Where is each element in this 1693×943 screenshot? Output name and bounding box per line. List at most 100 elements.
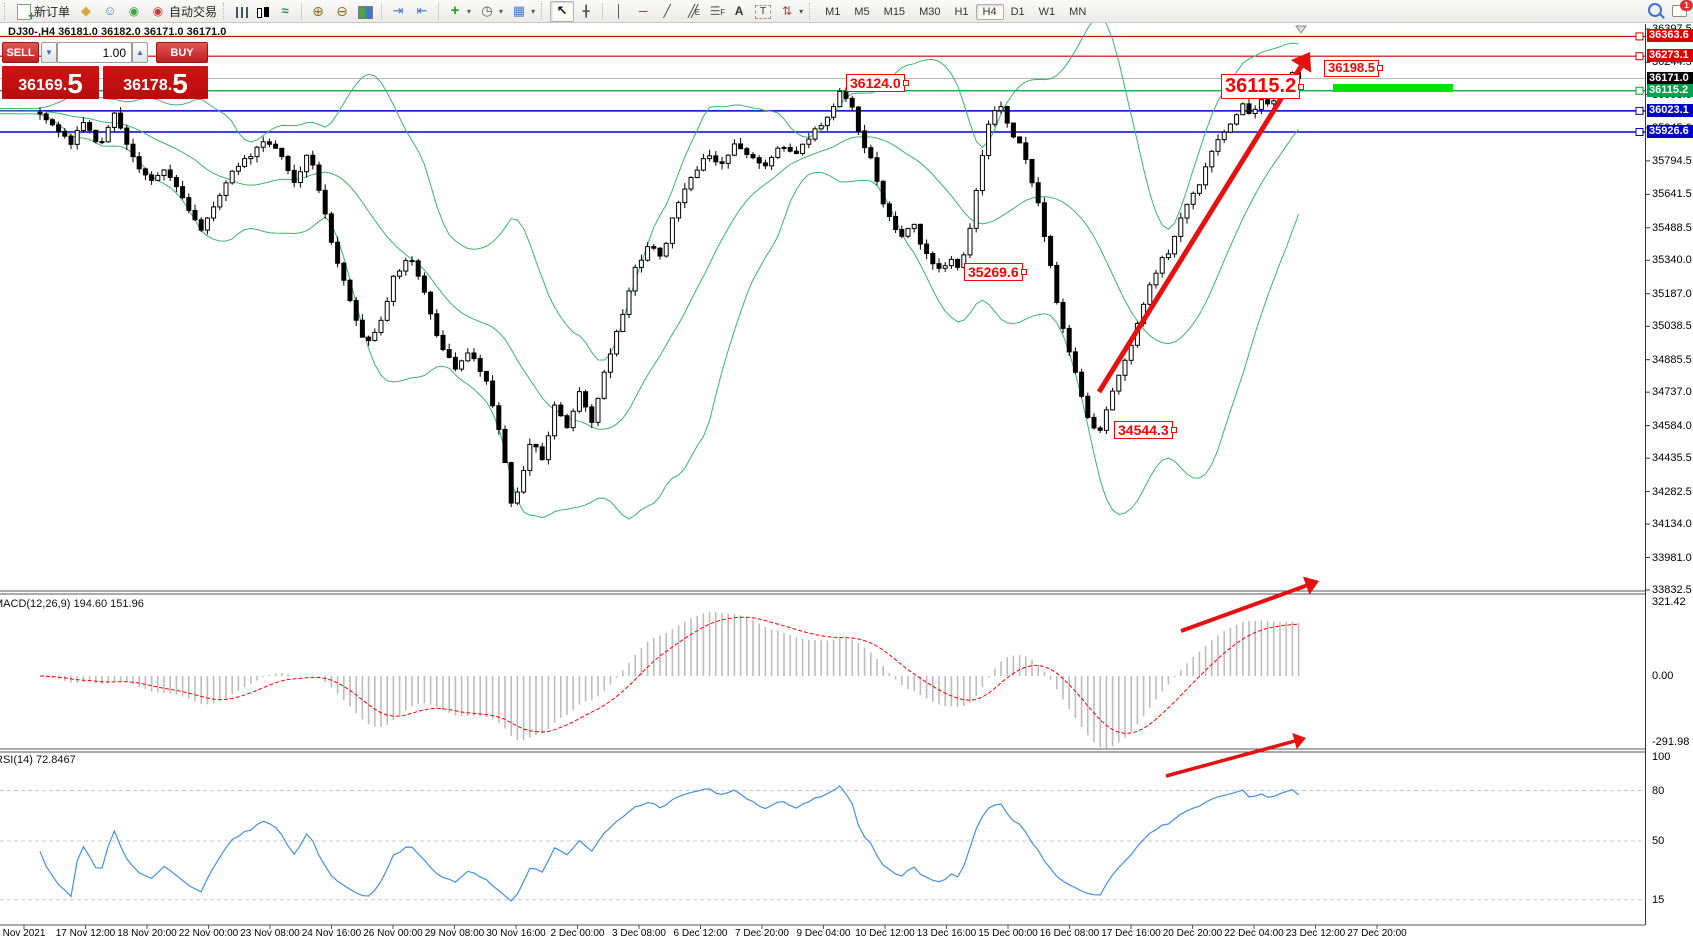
time-axis-label: 13 Dec 16:00 <box>916 928 977 939</box>
timeframe-m5-button[interactable]: M5 <box>854 6 870 18</box>
macd-scale-label: -291.98 <box>1652 736 1690 748</box>
bar-chart-icon <box>236 7 249 18</box>
time-axis-label: 3 Dec 08:00 <box>612 928 666 939</box>
timeframe-m1-button[interactable]: M1 <box>825 6 841 18</box>
line-chart-icon <box>277 3 293 19</box>
time-axis-label: 17 Dec 16:00 <box>1101 928 1161 939</box>
search-icon[interactable] <box>1648 3 1662 17</box>
timeframe-w1-button[interactable]: W1 <box>1038 6 1056 18</box>
new-order-button[interactable]: 新订单 <box>13 1 74 24</box>
timeframe-d1-button[interactable]: D1 <box>1010 6 1025 18</box>
chart-shift-button[interactable] <box>410 1 434 22</box>
timeframe-h4-button[interactable]: H4 <box>975 4 1004 20</box>
zoom-out-button[interactable] <box>330 1 354 22</box>
time-axis-label: 22 Nov 00:00 <box>178 928 239 939</box>
sell-price-big-digit: 5 <box>67 68 83 99</box>
fibonacci-tool-button[interactable] <box>703 1 727 22</box>
autotrading-icon <box>150 3 166 19</box>
price-tick-label: 34134.0 <box>1652 518 1692 531</box>
indicators-button[interactable]: ▾ <box>443 1 475 22</box>
vertical-line-tool-button[interactable] <box>607 1 631 22</box>
chevron-down-icon: ▾ <box>799 6 804 16</box>
price-tick-label: 34885.5 <box>1652 353 1692 366</box>
zoom-in-icon <box>310 3 326 19</box>
sell-price-box[interactable]: 36169. 5 <box>2 66 99 99</box>
zoom-in-button[interactable] <box>306 1 330 22</box>
equidistant-channel-tool-button[interactable] <box>679 1 703 22</box>
toolbar-grip <box>4 3 9 19</box>
price-tick-label: 35794.5 <box>1652 154 1692 167</box>
price-tick-label: 35187.0 <box>1652 287 1692 300</box>
tile-windows-button[interactable] <box>354 1 377 22</box>
timeframe-h1-button[interactable]: H1 <box>954 6 969 18</box>
buy-button[interactable]: BUY <box>156 42 208 63</box>
price-annotation-34544.3[interactable]: 34544.3 <box>1114 421 1177 440</box>
timeframe-m15-button[interactable]: M15 <box>883 6 906 18</box>
sell-button[interactable]: SELL <box>2 42 39 63</box>
horizontal-line-icon <box>635 3 651 19</box>
price-annotation-36124.0[interactable]: 36124.0 <box>846 74 909 93</box>
notification-badge: 1 <box>1680 0 1693 11</box>
toolbar-separator <box>301 2 303 20</box>
time-axis-label: 18 Nov 20:00 <box>117 928 177 939</box>
price-tag-36023.1: 36023.1 <box>1647 103 1693 117</box>
arrows-icon <box>779 3 795 19</box>
vertical-line-icon <box>611 3 627 19</box>
time-axis-label: 16 Dec 08:00 <box>1039 928 1100 939</box>
time-axis-label: 26 Nov 00:00 <box>363 928 423 939</box>
macd-indicator-label: MACD(12,26,9) 194.60 151.96 <box>0 598 144 610</box>
line-chart-button[interactable] <box>273 1 297 22</box>
chart-area[interactable] <box>0 24 1645 925</box>
auto-scroll-button[interactable] <box>386 1 410 22</box>
macd-scale-label: 321.42 <box>1652 596 1686 608</box>
buy-price-box[interactable]: 36178. 5 <box>103 66 208 99</box>
price-tag-36363.6: 36363.6 <box>1647 29 1693 43</box>
text-label-tool-button[interactable] <box>751 1 775 22</box>
time-axis-label: 23 Nov 08:00 <box>240 928 300 939</box>
chevron-down-icon: ▾ <box>499 6 504 16</box>
price-annotation-35269.6[interactable]: 35269.6 <box>964 263 1027 282</box>
volume-decrease-button[interactable]: ▼ <box>41 42 57 63</box>
clock-icon <box>479 3 495 19</box>
candlestick-chart-button[interactable] <box>252 1 273 22</box>
volume-input[interactable] <box>57 42 132 63</box>
expert-advisor-icon <box>102 3 118 19</box>
text-tool-button[interactable] <box>727 1 751 22</box>
trendline-tool-button[interactable] <box>655 1 679 22</box>
timeframe-m30-button[interactable]: M30 <box>919 6 941 18</box>
expert-advisors-button[interactable] <box>98 1 122 22</box>
price-tag-36273.1: 36273.1 <box>1647 49 1693 63</box>
arrows-tool-button[interactable]: ▾ <box>775 1 807 22</box>
time-axis-label: 29 Nov 08:00 <box>424 928 485 939</box>
volume-increase-button[interactable]: ▲ <box>132 42 148 63</box>
price-tick-label: 34584.0 <box>1652 419 1692 432</box>
stamp-icon <box>78 3 94 19</box>
timeframe-mn-button[interactable]: MN <box>1069 6 1087 18</box>
crosshair-tool-button[interactable] <box>574 1 598 22</box>
market-watch-button[interactable] <box>74 1 98 22</box>
bar-chart-button[interactable] <box>232 1 252 22</box>
one-click-trading-panel: SELL ▼ ▲ BUY 36169.5 36178.5 <box>2 42 208 100</box>
price-annotation-36115.2[interactable]: 36115.2 <box>1221 74 1305 99</box>
price-tick-label: 35340.0 <box>1652 254 1692 267</box>
autotrading-button[interactable]: 自动交易 <box>146 1 221 22</box>
tile-windows-icon <box>358 6 374 19</box>
templates-button[interactable]: ▾ <box>507 1 539 22</box>
toolbar: 新订单 自动交易 ▾ ▾ ▾ ▾ <box>0 0 1693 24</box>
notifications-icon[interactable]: 1 <box>1672 0 1693 17</box>
crosshair-icon <box>578 3 594 19</box>
trendline-icon <box>659 3 675 19</box>
price-annotation-36198.5[interactable]: 36198.5 <box>1324 60 1383 77</box>
horizontal-line-tool-button[interactable] <box>631 1 655 22</box>
price-tick-label: 33832.5 <box>1652 584 1692 596</box>
time-axis-label: Nov 2021 <box>2 928 46 939</box>
toolbar-separator <box>381 2 383 20</box>
toolbar-separator <box>438 2 440 20</box>
signals-button[interactable] <box>122 1 146 22</box>
time-axis-label: 23 Dec 12:00 <box>1285 928 1346 939</box>
time-axis-label: 15 Dec 00:00 <box>978 928 1038 939</box>
periods-button[interactable]: ▾ <box>475 1 507 22</box>
cursor-tool-button[interactable] <box>550 0 575 22</box>
timeframe-group: M1 M5 M15 M30 H1 H4 D1 W1 MN <box>818 2 1093 20</box>
